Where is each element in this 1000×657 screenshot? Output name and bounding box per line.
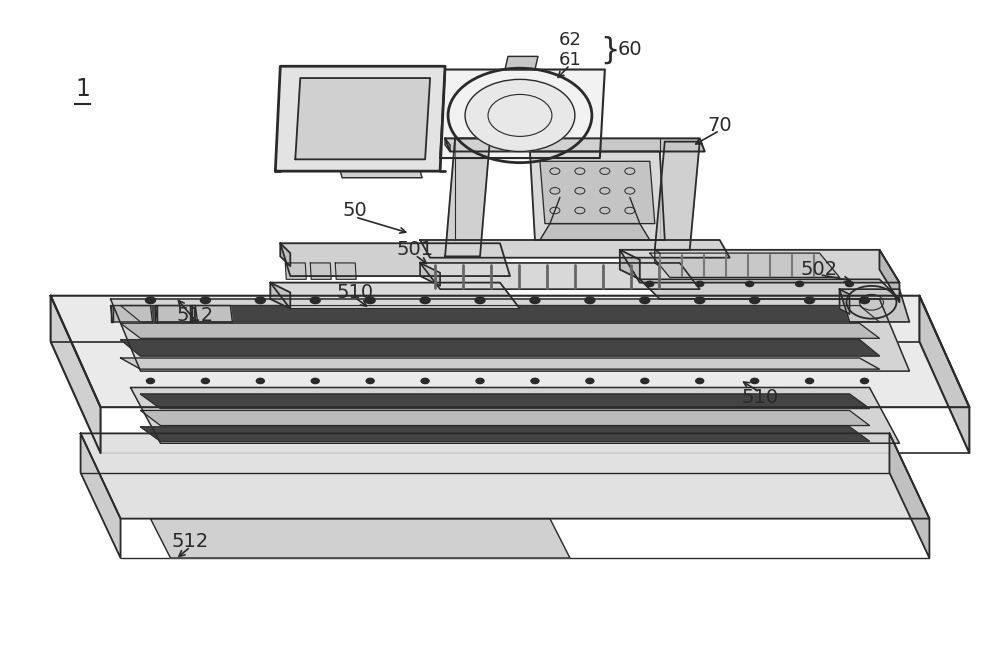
Circle shape [641, 378, 649, 384]
Polygon shape [310, 263, 331, 279]
Text: 510: 510 [741, 388, 778, 407]
Text: }: } [600, 35, 619, 64]
Circle shape [311, 378, 319, 384]
Polygon shape [111, 306, 113, 322]
Circle shape [805, 297, 815, 304]
Text: 512: 512 [172, 532, 209, 551]
Polygon shape [840, 289, 909, 322]
Circle shape [640, 297, 650, 304]
Circle shape [146, 378, 154, 384]
Circle shape [646, 281, 654, 286]
Polygon shape [919, 296, 969, 453]
Circle shape [310, 297, 320, 304]
Polygon shape [121, 306, 879, 322]
Polygon shape [420, 240, 730, 258]
Circle shape [695, 297, 705, 304]
Circle shape [530, 297, 540, 304]
Polygon shape [340, 171, 422, 177]
Circle shape [531, 378, 539, 384]
Circle shape [255, 297, 265, 304]
Circle shape [201, 378, 209, 384]
Polygon shape [141, 394, 869, 409]
Circle shape [846, 281, 854, 286]
Polygon shape [81, 434, 121, 558]
Polygon shape [840, 289, 850, 314]
Polygon shape [111, 299, 909, 371]
Polygon shape [270, 283, 290, 309]
Circle shape [796, 281, 804, 286]
Polygon shape [141, 427, 869, 442]
Polygon shape [620, 250, 640, 279]
Polygon shape [81, 434, 929, 518]
Polygon shape [121, 340, 879, 356]
Polygon shape [440, 70, 605, 158]
Circle shape [585, 297, 595, 304]
Circle shape [860, 378, 868, 384]
Polygon shape [540, 162, 655, 223]
Circle shape [200, 297, 210, 304]
Polygon shape [190, 306, 192, 322]
Circle shape [750, 297, 760, 304]
Polygon shape [640, 279, 899, 299]
Text: 70: 70 [707, 116, 732, 135]
Text: 502: 502 [801, 260, 838, 279]
Polygon shape [530, 152, 665, 240]
Text: 50: 50 [343, 201, 368, 220]
Polygon shape [131, 388, 899, 443]
Polygon shape [655, 250, 660, 266]
Polygon shape [445, 139, 450, 152]
Text: 1: 1 [75, 78, 90, 101]
Text: 501: 501 [397, 240, 434, 260]
Circle shape [366, 378, 374, 384]
Text: 62: 62 [558, 31, 581, 49]
Polygon shape [141, 411, 869, 426]
Polygon shape [445, 139, 705, 152]
Circle shape [465, 79, 575, 152]
Circle shape [476, 378, 484, 384]
Text: 61: 61 [559, 51, 581, 69]
Circle shape [696, 281, 704, 286]
Polygon shape [335, 263, 356, 279]
Text: 60: 60 [618, 40, 642, 59]
Circle shape [145, 297, 155, 304]
Polygon shape [620, 250, 899, 283]
Polygon shape [889, 434, 929, 558]
Polygon shape [879, 250, 899, 302]
Polygon shape [445, 139, 490, 256]
Polygon shape [270, 283, 520, 309]
Polygon shape [540, 223, 650, 240]
Polygon shape [51, 296, 969, 407]
Polygon shape [655, 142, 700, 250]
Polygon shape [150, 518, 570, 558]
Text: 512: 512 [177, 306, 214, 325]
Circle shape [365, 297, 375, 304]
Circle shape [586, 378, 594, 384]
Circle shape [696, 378, 704, 384]
Polygon shape [280, 243, 510, 276]
Polygon shape [505, 57, 538, 70]
Polygon shape [111, 306, 152, 322]
Polygon shape [650, 253, 840, 277]
Polygon shape [155, 306, 157, 322]
Circle shape [421, 378, 429, 384]
Circle shape [420, 297, 430, 304]
Polygon shape [155, 306, 197, 322]
Circle shape [475, 297, 485, 304]
Polygon shape [280, 243, 290, 266]
Polygon shape [121, 358, 879, 369]
Polygon shape [420, 263, 700, 289]
Polygon shape [420, 263, 440, 286]
Circle shape [751, 378, 759, 384]
Circle shape [859, 297, 869, 304]
Text: 510: 510 [337, 283, 374, 302]
Circle shape [806, 378, 814, 384]
Polygon shape [121, 323, 879, 338]
Polygon shape [275, 66, 445, 171]
Circle shape [256, 378, 264, 384]
Circle shape [746, 281, 754, 286]
Polygon shape [190, 306, 232, 322]
Polygon shape [295, 78, 430, 160]
Polygon shape [51, 296, 101, 453]
Polygon shape [285, 263, 306, 279]
